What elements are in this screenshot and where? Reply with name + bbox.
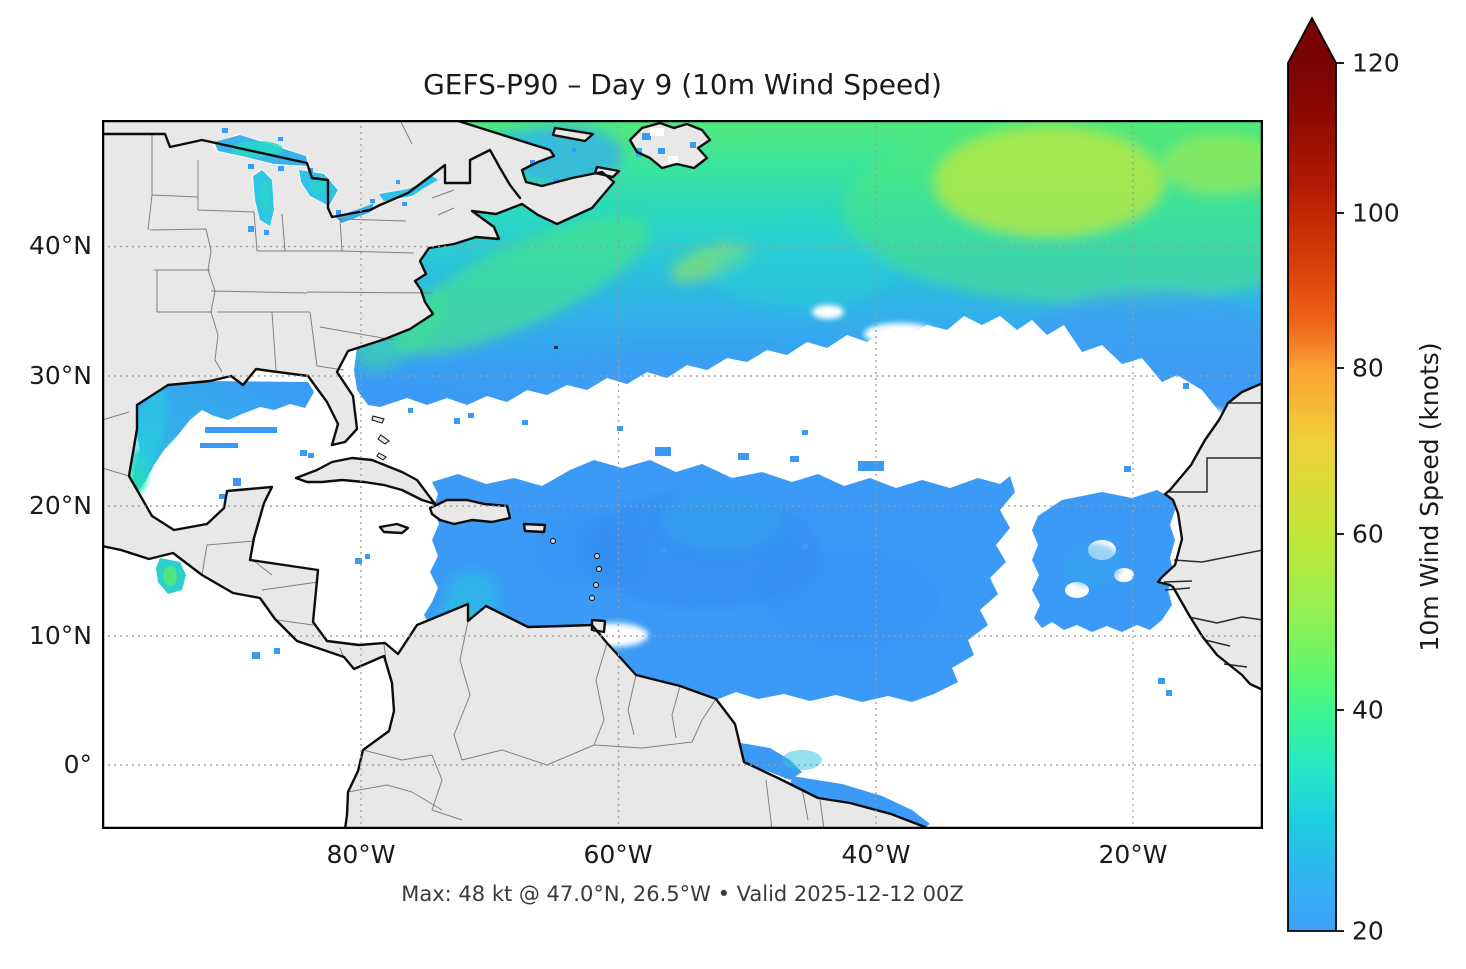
anticosti-island [553,128,593,141]
puerto-rico-island [524,524,545,532]
colorbar-tick-labels: 120 100 80 60 40 20 [1352,49,1400,946]
colorbar-tick-label: 40 [1352,696,1384,725]
y-tick-label: 30°N [28,361,92,390]
africa-landmass [1158,383,1263,690]
lesser-antilles-islands [550,538,602,601]
x-tick-label: 40°W [841,840,911,869]
y-tick-label: 0° [63,750,92,779]
coastlines [102,120,1263,829]
african-coast-wind-field [1032,383,1257,696]
y-tick-label: 20°N [28,491,92,520]
tehuantepec-wind-blob [156,558,186,594]
africa-country-borders [1163,402,1263,668]
colorbar-tick-marks [1336,62,1344,932]
field-specks [252,408,954,659]
footer-caption: Max: 48 kt @ 47.0°N, 26.5°W • Valid 2025… [401,882,964,906]
colorbar-tick-label: 80 [1352,354,1384,383]
bermuda-island [554,346,558,349]
plot-title: GEFS-P90 – Day 9 (10m Wind Speed) [423,68,942,101]
americas-landmass [102,120,930,829]
x-tick-label: 60°W [583,840,653,869]
colorbar-tick-label: 20 [1352,917,1384,946]
colorbar-tick-label: 100 [1352,199,1400,228]
prince-edward-island [595,167,619,177]
colorbar-axis-label: 10m Wind Speed (knots) [1415,342,1444,651]
wind-max-blob [934,127,1164,237]
colorbar-tick-label: 60 [1352,520,1384,549]
colorbar-gradient [1288,63,1336,931]
cuba-island [296,458,435,504]
plot-frame [102,120,1263,829]
colorbar-tick-label: 120 [1352,49,1400,78]
colorbar-outline [1287,16,1337,932]
state-borders [102,120,825,829]
colorbar-extend-arrow [1288,18,1336,63]
x-tick-label: 80°W [326,840,396,869]
lake-halo-specks [222,128,407,235]
maritime-wind-specks [530,148,576,182]
gridlines [102,120,1263,829]
y-tick-label: 10°N [28,621,92,650]
lake-wind-patches [214,128,696,235]
x-tick-label: 20°W [1098,840,1168,869]
map-canvas [102,120,1263,829]
y-tick-label: 40°N [28,231,92,260]
colorbar: 120 100 80 60 40 20 10m Wind Speed (knot… [1287,16,1444,946]
us-canada-border [102,132,522,219]
bahamas-islands [371,415,390,461]
